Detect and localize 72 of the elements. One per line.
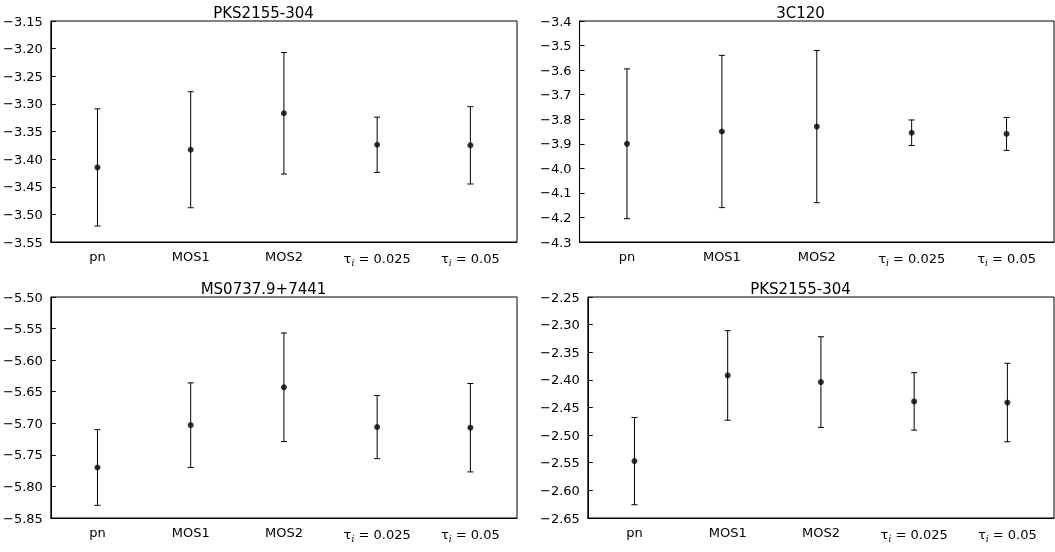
point [911, 398, 918, 405]
point [467, 424, 474, 431]
point [94, 164, 101, 171]
y-tick-label: −3.55 [2, 234, 43, 250]
point [1004, 399, 1011, 406]
x-tick-label: MOS1 [171, 525, 210, 540]
y-tick-label: −5.60 [2, 352, 43, 368]
y-tick-label: −3.45 [2, 179, 43, 195]
y-tick-label: −4.2 [539, 209, 572, 225]
x-tick-label: MOS2 [801, 525, 840, 540]
x-tick-label: pn [618, 249, 636, 264]
y-tick-label: −3.50 [2, 206, 43, 222]
point [187, 422, 194, 429]
x-tick-label: MOS2 [797, 249, 836, 264]
y-tick-label: −3.4 [539, 13, 572, 29]
point [718, 128, 725, 135]
chart-title: MS0737.9+7441 [200, 279, 327, 298]
y-tick-label: −4.3 [539, 234, 572, 250]
y-tick-label: −2.65 [539, 510, 580, 526]
y-tick-label: −5.65 [2, 384, 43, 400]
chart-title: 3C120 [776, 3, 825, 22]
y-tick-label: −3.25 [2, 68, 43, 84]
y-tick-label: −5.50 [2, 289, 43, 305]
x-tick-label: MOS1 [708, 525, 747, 540]
y-tick-label: −2.35 [539, 344, 580, 360]
point [467, 142, 474, 149]
y-tick-label: −2.25 [539, 289, 580, 305]
y-tick-label: −3.15 [2, 13, 43, 29]
y-tick-label: −5.85 [2, 510, 43, 526]
point [813, 123, 820, 130]
point [374, 141, 381, 148]
x-tick-label: MOS1 [702, 249, 741, 264]
y-tick-label: −4.1 [539, 185, 572, 201]
point [187, 146, 194, 153]
y-tick-label: −3.8 [539, 111, 572, 127]
y-tick-label: −3.5 [539, 38, 572, 54]
point [631, 458, 638, 465]
y-tick-label: −2.55 [539, 455, 580, 471]
point [374, 424, 381, 431]
y-tick-label: −2.30 [539, 317, 580, 333]
y-tick-label: −3.9 [539, 136, 572, 152]
chart-title: PKS2155-304 [750, 279, 851, 298]
point [280, 110, 287, 117]
y-tick-label: −3.35 [2, 124, 43, 139]
chart-title: PKS2155-304 [213, 3, 314, 22]
y-tick-label: −5.70 [2, 415, 43, 431]
y-tick-label: −2.45 [539, 400, 580, 415]
y-tick-label: −3.20 [2, 41, 43, 57]
y-tick-label: −3.40 [2, 151, 43, 167]
x-tick-label: MOS1 [171, 249, 210, 264]
y-tick-label: −3.6 [539, 62, 572, 78]
point [908, 129, 915, 136]
y-tick-label: −2.40 [539, 372, 580, 388]
y-tick-label: −2.60 [539, 482, 580, 498]
x-tick-label: pn [89, 249, 106, 264]
x-tick-label: MOS2 [264, 525, 303, 540]
y-tick-label: −4.0 [539, 160, 572, 176]
y-tick-label: −2.50 [539, 427, 580, 443]
y-tick-label: −5.75 [2, 447, 43, 463]
y-tick-label: −5.55 [2, 321, 43, 337]
y-tick-label: −5.80 [2, 478, 43, 494]
point [1003, 130, 1010, 137]
point [94, 464, 101, 471]
point [724, 372, 731, 379]
x-tick-label: pn [626, 525, 643, 540]
x-tick-label: MOS2 [264, 249, 303, 264]
point [280, 384, 287, 391]
y-tick-label: −3.7 [539, 87, 572, 103]
point [624, 140, 631, 147]
point [817, 379, 824, 386]
y-tick-label: −3.30 [2, 96, 43, 112]
x-tick-label: pn [89, 525, 106, 540]
